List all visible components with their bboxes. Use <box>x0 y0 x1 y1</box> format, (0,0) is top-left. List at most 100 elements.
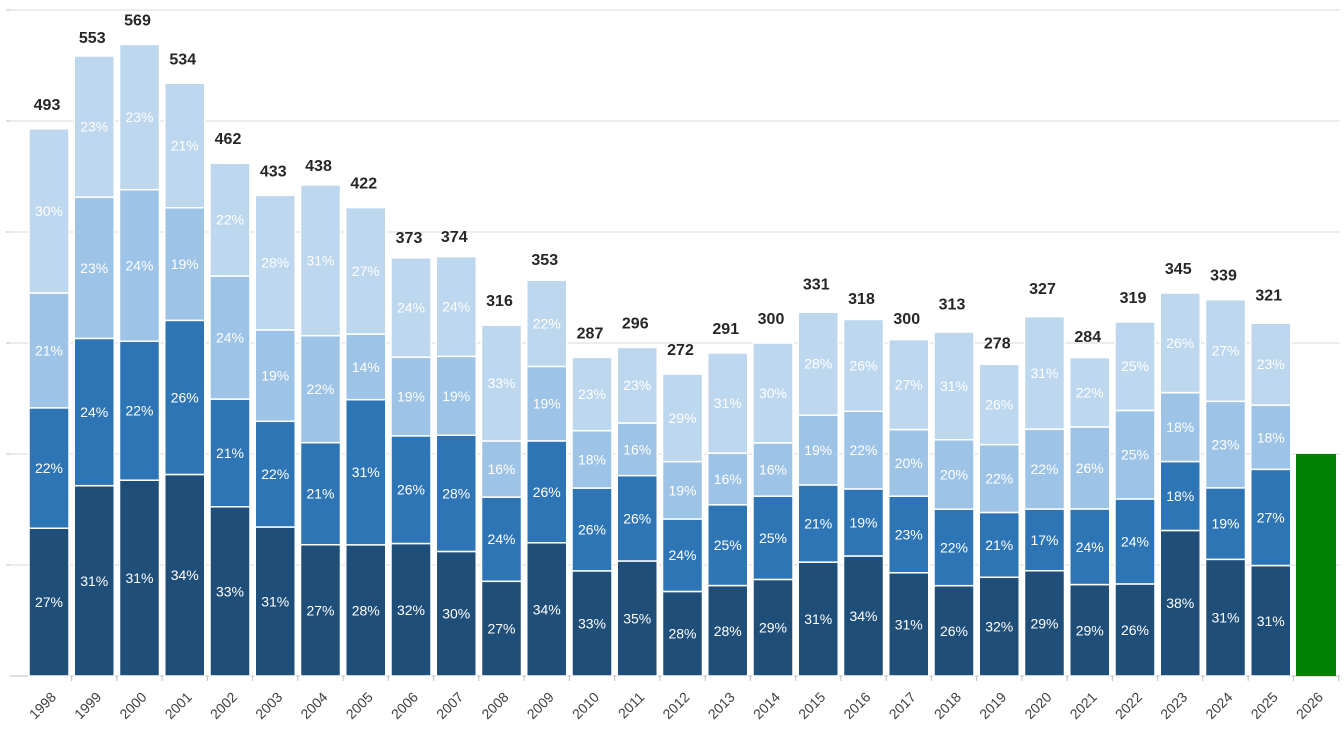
bar-segment <box>842 555 885 677</box>
segment-percent-label: 35% <box>623 611 651 627</box>
segment-percent-label: 19% <box>1211 516 1239 532</box>
x-tick-label: 2008 <box>478 689 511 722</box>
bar-segment <box>978 576 1020 677</box>
segment-percent-label: 25% <box>1121 358 1149 374</box>
bar-segment <box>118 188 161 343</box>
segment-percent-label: 26% <box>1076 460 1104 476</box>
bar-total-label: 319 <box>1120 290 1147 307</box>
bar-total-label: 339 <box>1210 268 1237 285</box>
bar-segment <box>435 355 477 436</box>
segment-percent-label: 31% <box>125 570 153 586</box>
segment-percent-label: 33% <box>216 583 244 599</box>
x-tick-label: 2003 <box>252 689 285 722</box>
segment-percent-label: 22% <box>1030 461 1058 477</box>
segment-percent-label: 29% <box>1030 615 1058 631</box>
x-tick-label: 2019 <box>976 689 1009 722</box>
bar-segment <box>164 206 206 322</box>
segment-percent-label: 21% <box>306 486 334 502</box>
bar-segment <box>28 407 70 529</box>
segment-percent-label: 22% <box>1076 384 1104 400</box>
segment-percent-label: 34% <box>533 601 561 617</box>
segment-percent-label: 25% <box>1121 447 1149 463</box>
segment-percent-label: 31% <box>1211 610 1239 626</box>
segment-percent-label: 27% <box>1211 343 1239 359</box>
segment-percent-label: 22% <box>216 212 244 228</box>
segment-percent-label: 31% <box>895 616 923 632</box>
bar-segment <box>1069 356 1111 428</box>
segment-percent-label: 26% <box>533 484 561 500</box>
segment-percent-label: 21% <box>171 137 199 153</box>
bar-segment <box>842 410 885 490</box>
bar-total-label: 296 <box>622 315 649 332</box>
segment-percent-label: 26% <box>1121 622 1149 638</box>
segment-percent-label: 22% <box>125 403 153 419</box>
bar-segment <box>797 414 839 486</box>
bar-segment <box>616 346 658 424</box>
x-tick-label: 2013 <box>705 689 738 722</box>
bar-segment <box>571 570 613 677</box>
bar-segment <box>752 578 794 677</box>
segment-percent-label: 24% <box>668 547 696 563</box>
bar-segment <box>345 206 387 335</box>
segment-percent-label: 26% <box>985 396 1013 412</box>
bar-segment <box>480 440 523 498</box>
x-tick-label: 2017 <box>886 689 919 722</box>
segment-percent-label: 19% <box>261 368 289 384</box>
segment-percent-label: 31% <box>804 611 832 627</box>
segment-percent-label: 14% <box>352 359 380 375</box>
x-tick-label: 2002 <box>207 689 240 722</box>
segment-percent-label: 30% <box>759 385 787 401</box>
bar-segment <box>299 184 342 337</box>
bar-segment <box>209 275 251 400</box>
bar-total-label: 422 <box>350 176 377 193</box>
x-tick-label: 2012 <box>659 689 692 722</box>
bar-segment <box>435 255 477 358</box>
segment-percent-label: 31% <box>352 464 380 480</box>
bar-segment <box>1023 315 1066 430</box>
bar-total-label: 316 <box>486 293 513 310</box>
bar-segment <box>661 460 704 520</box>
segment-percent-label: 16% <box>487 461 515 477</box>
bar-segment <box>616 560 658 677</box>
segment-percent-label: 18% <box>1257 429 1285 445</box>
segment-percent-label: 23% <box>125 109 153 125</box>
segment-percent-label: 26% <box>623 510 651 526</box>
bar-segment <box>978 363 1020 446</box>
bar-total-label: 291 <box>712 321 739 338</box>
segment-percent-label: 16% <box>759 462 787 478</box>
bar-segment <box>1023 508 1066 572</box>
bar-total-label: 534 <box>169 51 196 68</box>
segment-percent-label: 19% <box>804 442 832 458</box>
bar-segment <box>1114 498 1156 585</box>
bar-segment <box>752 495 794 581</box>
segment-percent-label: 26% <box>578 521 606 537</box>
bar-segment <box>209 398 251 508</box>
segment-percent-label: 27% <box>35 594 63 610</box>
segment-percent-label: 32% <box>985 619 1013 635</box>
bar-segment <box>1250 404 1292 471</box>
segment-percent-label: 27% <box>487 621 515 637</box>
bar-total-label: 462 <box>215 131 242 148</box>
bar-segment <box>1204 400 1247 489</box>
segment-percent-label: 22% <box>985 471 1013 487</box>
bar-segment <box>28 527 70 677</box>
bar-segment <box>118 479 161 677</box>
bar-segment <box>752 342 794 444</box>
bar-segment <box>797 561 839 677</box>
bar-total-label: 331 <box>803 277 830 294</box>
bar-total-label: 493 <box>34 97 61 114</box>
segment-percent-label: 27% <box>1257 509 1285 525</box>
x-tick-label: 2006 <box>388 689 421 722</box>
bar-segment <box>390 435 432 545</box>
segment-percent-label: 17% <box>1030 532 1058 548</box>
x-tick-label: 2000 <box>116 689 149 722</box>
bar-total-label: 553 <box>79 30 106 47</box>
segment-percent-label: 19% <box>171 256 199 272</box>
bar-segment <box>888 338 930 431</box>
bar-segment <box>707 452 749 506</box>
bar-segment <box>435 550 477 677</box>
bar-segment <box>978 443 1020 514</box>
x-tick-label: 2025 <box>1248 689 1281 722</box>
segment-percent-label: 23% <box>1257 356 1285 372</box>
segment-percent-label: 24% <box>1076 539 1104 555</box>
